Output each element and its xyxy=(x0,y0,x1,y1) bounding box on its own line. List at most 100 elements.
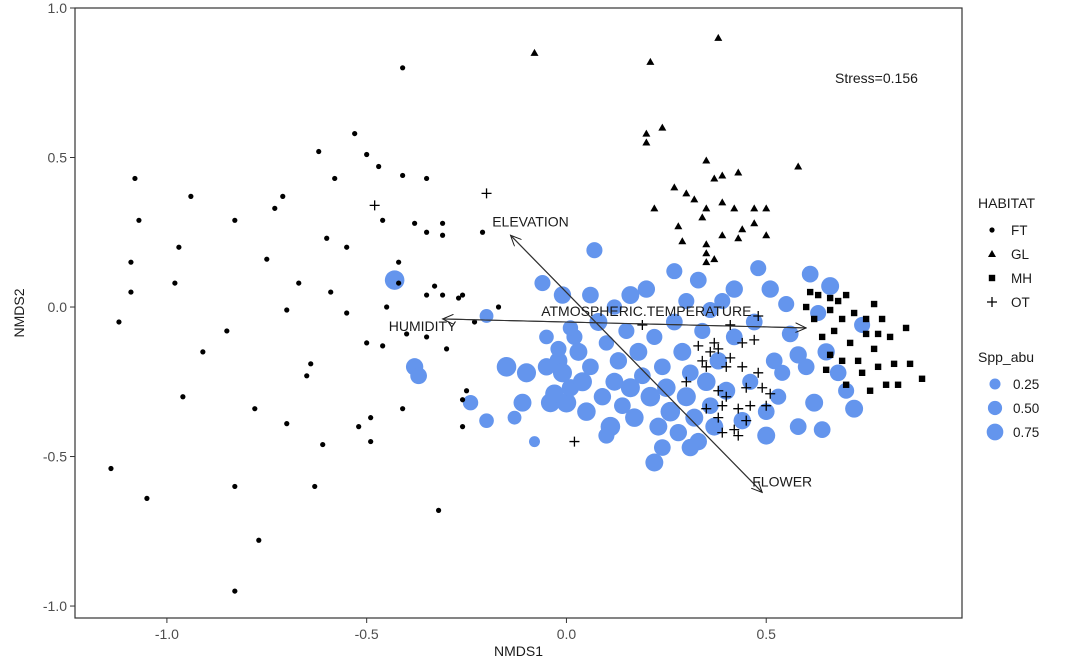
habitat-point-mh xyxy=(826,294,834,302)
habitat-legend-key xyxy=(988,274,996,282)
habitat-point-gl xyxy=(718,231,727,239)
abundance-point xyxy=(757,403,775,421)
habitat-point-ft xyxy=(368,415,374,421)
habitat-point-ot xyxy=(745,400,756,411)
x-tick-label: -1.0 xyxy=(155,626,179,642)
vector-arrow xyxy=(442,318,807,328)
habitat-legend-title: HABITAT xyxy=(978,195,1035,211)
habitat-point-ot xyxy=(681,376,692,387)
habitat-point-mh xyxy=(890,360,898,368)
habitat-point-ft xyxy=(352,130,358,137)
x-axis-title: NMDS1 xyxy=(494,643,543,659)
abundance-point xyxy=(410,367,427,385)
habitat-point-gl xyxy=(690,195,699,203)
abundance-point xyxy=(778,295,795,313)
habitat-point-ot xyxy=(481,188,492,199)
habitat-point-mh xyxy=(862,315,870,323)
habitat-point-ft xyxy=(344,310,350,316)
habitat-point-ot xyxy=(741,415,752,426)
abundance-point xyxy=(702,301,719,319)
habitat-point-gl xyxy=(762,204,771,212)
habitat-point-ft xyxy=(108,465,114,472)
axes-layer: NMDS1 NMDS2 Stress=0.156 -1.0 -0.5 0.0 0.5 -… xyxy=(11,0,918,659)
habitat-point-gl xyxy=(702,258,711,266)
abundance-point xyxy=(673,342,692,361)
habitat-point-gl xyxy=(738,225,747,233)
habitat-point-gl xyxy=(710,174,719,182)
habitat-point-ot xyxy=(713,385,724,396)
habitat-point-ot xyxy=(729,424,740,435)
habitat-point-ft xyxy=(400,172,406,179)
habitat-point-ft xyxy=(128,259,134,265)
abundance-point xyxy=(660,401,681,422)
abundance-point xyxy=(676,387,696,407)
habitat-point-ot xyxy=(717,427,728,438)
habitat-point-ft xyxy=(384,304,390,310)
habitat-point-mh xyxy=(846,339,854,347)
abundance-point xyxy=(479,309,494,323)
abundance-point xyxy=(681,364,699,382)
abundance-point xyxy=(618,322,635,339)
abundance-point xyxy=(582,286,599,304)
y-tick-label: 0.0 xyxy=(48,299,68,315)
habitat-point-mh xyxy=(874,330,882,338)
abundance-point xyxy=(589,313,608,331)
habitat-point-ft xyxy=(431,283,438,289)
abundance-point xyxy=(665,313,683,331)
habitat-point-gl xyxy=(678,237,687,245)
habitat-point-gl xyxy=(702,249,711,257)
habitat-point-ot xyxy=(721,361,732,372)
habitat-point-ot xyxy=(713,343,724,354)
abundance-point xyxy=(649,417,668,436)
abundance-point xyxy=(513,393,532,412)
habitat-point-ft xyxy=(424,229,430,235)
abundance-point xyxy=(666,263,683,280)
habitat-point-mh xyxy=(902,324,910,332)
x-tick-label: 0.0 xyxy=(557,626,577,642)
habitat-point-ft xyxy=(396,259,402,265)
abundance-point xyxy=(657,378,676,398)
habitat-point-ot xyxy=(753,367,764,378)
abundance-point xyxy=(829,364,847,382)
habitat-point-mh xyxy=(830,327,838,335)
habitat-point-ot xyxy=(741,382,752,393)
vector-label: FLOWER xyxy=(752,473,812,489)
habitat-point-ft xyxy=(324,235,330,241)
habitat-point-mh xyxy=(882,381,890,388)
abundance-legend-label: 0.50 xyxy=(1013,401,1039,416)
habitat-point-ft xyxy=(356,424,362,430)
stress-annotation: Stress=0.156 xyxy=(835,70,918,86)
abundance-point xyxy=(709,352,727,370)
habitat-legend-label: OT xyxy=(1011,295,1030,310)
abundance-point xyxy=(569,342,588,361)
habitat-point-gl xyxy=(658,123,667,131)
habitat-point-ft xyxy=(380,217,386,223)
habitat-point-ot xyxy=(721,391,732,402)
habitat-point-mh xyxy=(814,291,822,299)
habitat-point-ot xyxy=(701,361,712,372)
habitat-point-gl xyxy=(750,204,759,212)
habitat-legend-label: GL xyxy=(1011,247,1030,262)
habitat-point-ot xyxy=(725,319,736,330)
habitat-point-ft xyxy=(400,65,406,71)
abundance-point xyxy=(593,388,612,406)
abundance-point xyxy=(781,325,799,343)
habitat-point-gl xyxy=(670,183,679,191)
habitat-point-ft xyxy=(188,193,194,199)
habitat-point-mh xyxy=(842,381,850,388)
habitat-point-mh xyxy=(818,333,826,341)
abundance-point xyxy=(556,392,577,413)
abundance-legend-key xyxy=(987,400,1003,416)
abundance-point xyxy=(553,286,572,304)
habitat-point-ot xyxy=(693,340,704,351)
habitat-point-ot xyxy=(737,337,748,348)
abundance-point xyxy=(620,378,640,398)
habitat-point-ot xyxy=(717,400,728,411)
abundance-point xyxy=(725,328,743,346)
abundance-point xyxy=(598,335,615,351)
vector-label: ELEVATION xyxy=(492,213,569,229)
abundance-point xyxy=(845,399,864,418)
habitat-point-mh xyxy=(826,306,834,314)
habitat-point-gl xyxy=(530,48,539,56)
